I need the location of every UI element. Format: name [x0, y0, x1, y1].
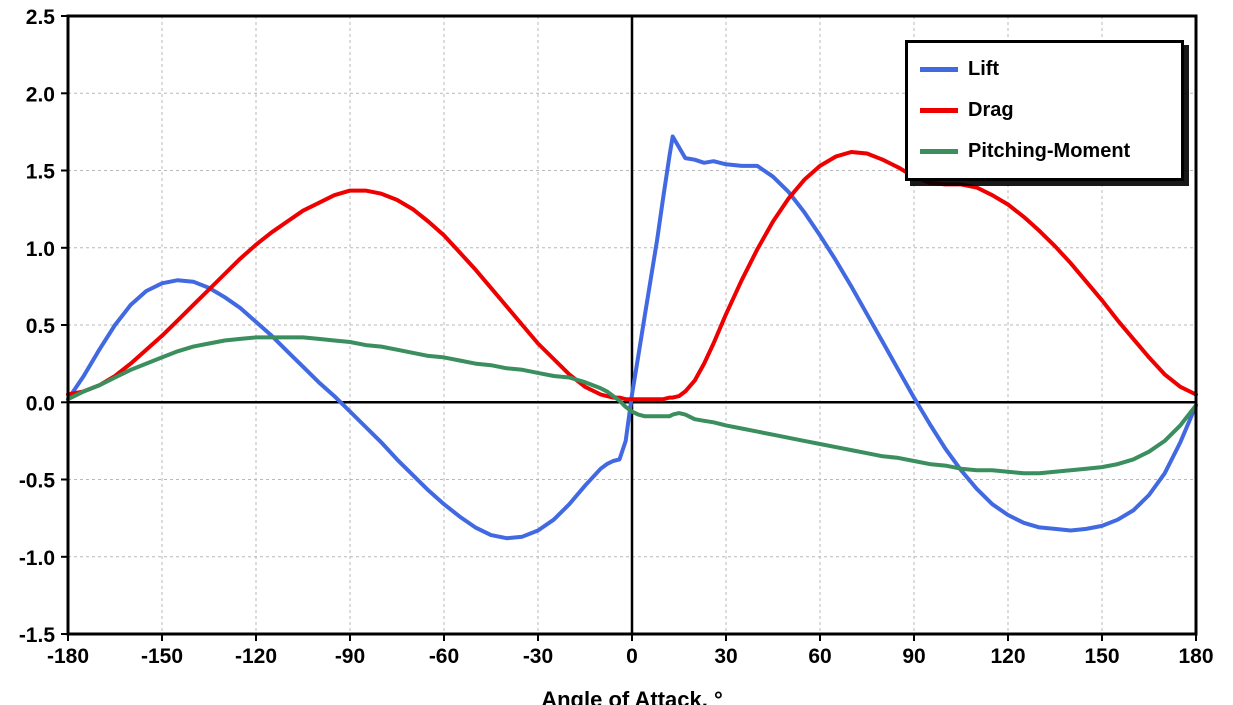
legend-label-lift: Lift	[968, 58, 1000, 80]
x-tick-label: 120	[990, 645, 1025, 668]
legend: Lift Drag Pitching-Moment	[905, 40, 1184, 181]
legend-label-pitching-moment: Pitching-Moment	[968, 140, 1131, 162]
x-tick-label: 0	[626, 645, 638, 668]
series-line-pitching-moment	[66, 335, 1198, 476]
legend-line-swatch-lift	[920, 67, 958, 72]
y-tick-label: 0.0	[26, 392, 55, 415]
legend-line-swatch-pitching-moment	[920, 149, 958, 154]
legend-item-lift: Lift	[920, 49, 1169, 90]
y-tick-label: -1.0	[19, 547, 55, 570]
x-tick-label: 180	[1178, 645, 1213, 668]
x-tick-label: -30	[523, 645, 553, 668]
series-line-drag	[66, 150, 1198, 402]
legend-item-pitching-moment: Pitching-Moment	[920, 131, 1169, 172]
x-tick-label: -60	[429, 645, 459, 668]
legend-item-drag: Drag	[920, 90, 1169, 131]
x-tick-label: 60	[808, 645, 831, 668]
y-tick-label: 0.5	[26, 315, 56, 338]
x-axis-title: Angle of Attack, °	[541, 687, 723, 705]
x-tick-label: 150	[1084, 645, 1119, 668]
x-tick-label: 30	[714, 645, 737, 668]
legend-label-drag: Drag	[968, 99, 1014, 121]
y-tick-label: 1.0	[26, 238, 55, 261]
y-tick-label: 1.5	[26, 161, 56, 184]
x-tick-label: -150	[141, 645, 183, 668]
x-tick-label: -90	[335, 645, 365, 668]
x-tick-label: 90	[902, 645, 925, 668]
x-tick-label: -180	[47, 645, 89, 668]
y-tick-label: 2.5	[26, 6, 56, 29]
x-tick-label: -120	[235, 645, 277, 668]
series-line-lift	[66, 134, 1198, 541]
y-tick-label: -0.5	[19, 470, 56, 493]
y-tick-label: -1.5	[19, 624, 56, 647]
legend-line-swatch-drag	[920, 108, 958, 113]
y-tick-label: 2.0	[26, 83, 55, 106]
